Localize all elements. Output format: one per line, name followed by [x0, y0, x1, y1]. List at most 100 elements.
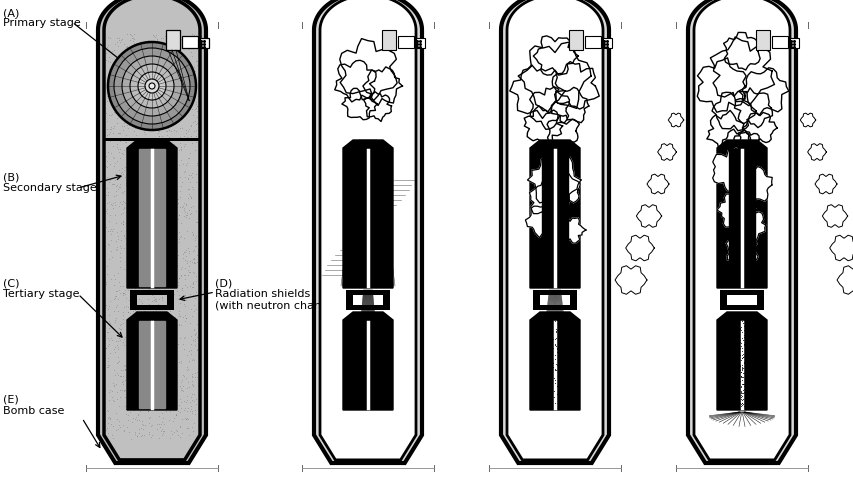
- Point: [103, 91, 117, 99]
- Point: [722, 329, 736, 337]
- Point: [146, 169, 160, 177]
- Point: [156, 274, 170, 281]
- Polygon shape: [717, 312, 766, 410]
- Point: [722, 352, 735, 360]
- Point: [725, 319, 739, 327]
- Point: [148, 298, 161, 306]
- Point: [174, 357, 188, 365]
- Point: [119, 354, 132, 362]
- Point: [185, 182, 199, 190]
- Point: [147, 124, 160, 132]
- Point: [743, 344, 757, 351]
- Point: [557, 377, 571, 385]
- Point: [728, 318, 741, 326]
- Point: [740, 400, 753, 407]
- Point: [123, 188, 136, 196]
- Point: [101, 125, 114, 133]
- Point: [122, 150, 136, 158]
- Point: [143, 356, 157, 364]
- Point: [119, 341, 132, 349]
- Text: Tertiary stage: Tertiary stage: [3, 289, 79, 299]
- Point: [136, 154, 149, 162]
- Point: [552, 330, 566, 338]
- Point: [737, 382, 751, 390]
- Text: (A): (A): [3, 8, 20, 18]
- Point: [135, 232, 148, 239]
- Point: [724, 366, 738, 374]
- Point: [159, 270, 172, 278]
- Point: [106, 379, 119, 387]
- Point: [123, 47, 136, 55]
- Point: [138, 255, 152, 263]
- Point: [734, 389, 747, 397]
- Point: [148, 61, 161, 69]
- Point: [184, 393, 198, 401]
- Point: [130, 306, 143, 314]
- Point: [553, 382, 566, 390]
- Point: [137, 117, 151, 125]
- Point: [186, 246, 200, 254]
- Point: [108, 200, 122, 208]
- Point: [106, 180, 119, 188]
- Point: [723, 394, 737, 402]
- Point: [748, 328, 762, 336]
- Point: [140, 375, 154, 383]
- Point: [161, 234, 175, 242]
- Point: [741, 366, 755, 374]
- Point: [109, 292, 123, 300]
- Point: [125, 401, 138, 409]
- Point: [730, 360, 744, 368]
- Point: [539, 336, 553, 344]
- Point: [127, 154, 141, 162]
- Point: [723, 376, 737, 384]
- Point: [118, 198, 131, 206]
- Point: [136, 96, 149, 104]
- Point: [147, 93, 160, 101]
- Point: [127, 406, 141, 414]
- Point: [127, 200, 141, 208]
- Point: [119, 145, 132, 153]
- Point: [190, 333, 204, 341]
- Point: [113, 137, 126, 145]
- Point: [156, 114, 170, 122]
- Point: [129, 344, 142, 351]
- Point: [537, 335, 550, 343]
- Point: [154, 426, 168, 434]
- Point: [734, 368, 747, 376]
- Point: [111, 371, 125, 379]
- Polygon shape: [127, 312, 177, 410]
- Point: [122, 270, 136, 278]
- Point: [177, 234, 190, 242]
- Point: [141, 36, 154, 44]
- Point: [149, 306, 163, 314]
- Point: [169, 160, 183, 168]
- Point: [102, 255, 115, 263]
- Point: [136, 417, 149, 425]
- Point: [160, 228, 173, 235]
- Point: [734, 348, 747, 356]
- Polygon shape: [529, 180, 565, 220]
- Point: [734, 362, 748, 370]
- Point: [746, 328, 760, 336]
- Point: [177, 271, 190, 279]
- Point: [154, 252, 168, 260]
- Point: [131, 334, 145, 342]
- Point: [543, 354, 557, 362]
- Point: [551, 368, 565, 376]
- Point: [745, 386, 758, 394]
- Point: [123, 399, 136, 407]
- Point: [739, 319, 752, 327]
- Point: [148, 85, 161, 93]
- Point: [129, 346, 142, 354]
- Point: [730, 343, 744, 351]
- Point: [109, 190, 123, 198]
- Point: [548, 376, 561, 384]
- Point: [550, 340, 564, 348]
- Point: [172, 139, 186, 147]
- Point: [133, 148, 147, 156]
- Point: [728, 350, 742, 358]
- Point: [138, 400, 152, 408]
- Point: [102, 362, 115, 370]
- Point: [728, 352, 741, 360]
- Point: [548, 356, 561, 364]
